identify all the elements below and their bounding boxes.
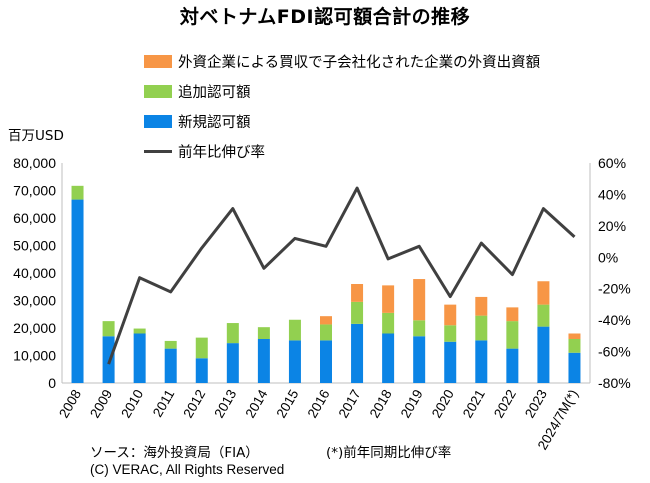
bar-segment-acquisition (506, 307, 519, 322)
copyright-note: (C) VERAC, All Rights Reserved (90, 462, 285, 477)
bar-segment-additional (351, 301, 364, 324)
right-axis-tick-label: -80% (598, 375, 631, 391)
bar-segment-new (413, 336, 426, 383)
left-axis-tick-label: 30,000 (13, 293, 56, 309)
x-axis-tick-label: 2015 (274, 387, 302, 421)
right-axis-tick-label: 20% (598, 218, 626, 234)
bar-segment-new (195, 358, 208, 383)
x-axis-tick-label: 2009 (87, 387, 115, 421)
bar-segment-additional (320, 324, 332, 341)
legend-item-additional: 追加認可額 (144, 76, 540, 106)
bar-segment-acquisition (475, 296, 488, 316)
legend-item-acquisition: 外資企業による買収で子会社化された企業の外資出資額 (144, 46, 540, 76)
legend-line-growth (144, 149, 172, 153)
x-axis-tick-label: 2018 (367, 387, 395, 421)
bar-segment-acquisition (351, 284, 364, 302)
legend-swatch-new (144, 114, 172, 128)
left-axis-tick-label: 10,000 (13, 348, 56, 364)
bar-segment-new (506, 348, 519, 383)
bar-segment-new (257, 339, 270, 383)
right-axis-tick-label: 60% (598, 155, 626, 171)
x-axis-tick-label: 2016 (305, 387, 333, 421)
left-axis-tick-label: 0 (48, 375, 56, 391)
x-axis-tick-label: 2011 (150, 387, 178, 420)
x-axis-tick-label: 2023 (522, 387, 550, 421)
bar-segment-new (568, 352, 581, 383)
bar-segment-additional (382, 312, 395, 334)
legend-label-acquisition: 外資企業による買収で子会社化された企業の外資出資額 (178, 54, 541, 71)
legend-label-growth: 前年比伸び率 (178, 144, 265, 161)
bar-segment-new (382, 333, 395, 383)
legend-swatch-acquisition (144, 54, 172, 68)
legend-label-new: 新規認可額 (178, 114, 251, 131)
bar-segment-new (164, 348, 177, 383)
left-axis-tick-label: 20,000 (13, 320, 56, 336)
x-axis-tick-label: 2022 (491, 387, 519, 421)
left-axis-unit-label: 百万USD (8, 128, 64, 144)
bar-segment-additional (195, 337, 208, 359)
legend-item-growth: 前年比伸び率 (144, 136, 540, 166)
bar-segment-new (71, 199, 84, 383)
left-axis-tick-label: 40,000 (13, 265, 56, 281)
bar-segment-additional (506, 321, 519, 349)
x-axis-tick-label: 2021 (460, 387, 488, 421)
bar-segment-additional (164, 340, 177, 349)
bar-segment-additional (568, 339, 581, 353)
bar-segment-new (226, 343, 239, 383)
bar-segment-acquisition (413, 279, 426, 321)
bar-segment-new (320, 340, 332, 383)
x-axis-tick-label: 2014 (242, 387, 270, 421)
bar-segment-new (288, 340, 301, 383)
left-axis-tick-label: 50,000 (13, 238, 56, 254)
legend-item-new: 新規認可額 (144, 106, 540, 136)
source-note: ソース：海外投資局（FIA） (90, 445, 259, 461)
right-axis-tick-label: 40% (598, 186, 626, 202)
legend-label-additional: 追加認可額 (178, 84, 251, 101)
x-axis-tick-label: 2010 (118, 387, 146, 421)
bar-segment-additional (537, 304, 550, 327)
bar-segment-new (444, 341, 457, 383)
bar-segment-additional (133, 328, 146, 334)
x-axis-tick-label: 2017 (336, 387, 364, 421)
right-axis-tick-label: 0% (598, 249, 618, 265)
bar-segment-acquisition (320, 316, 332, 325)
bar-segment-new (102, 336, 115, 383)
legend-swatch-additional (144, 84, 172, 98)
bar-segment-additional (475, 315, 488, 341)
chart-title: 対ベトナムFDI認可額合計の推移 (179, 6, 471, 28)
bar-segment-acquisition (444, 304, 457, 326)
bar-segment-additional (257, 327, 270, 339)
bar-segment-new (475, 340, 488, 383)
x-axis-tick-label: 2013 (211, 387, 239, 421)
footnote: (*)前年同期比伸び率 (326, 445, 452, 461)
right-axis-tick-label: -20% (598, 281, 631, 297)
bar-segment-acquisition (568, 333, 581, 339)
bar-segment-additional (226, 323, 239, 344)
bar-segment-additional (288, 319, 301, 341)
growth-rate-line (107, 186, 576, 365)
x-axis-tick-label: 2019 (398, 387, 426, 421)
bar-segment-acquisition (537, 281, 550, 305)
right-axis-tick-label: -60% (598, 344, 631, 360)
right-axis-tick-label: -40% (598, 312, 631, 328)
bar-segment-additional (102, 321, 115, 337)
bar-segment-new (351, 323, 364, 383)
bar-segment-new (133, 333, 146, 383)
bar-segment-additional (444, 325, 457, 342)
bar-segment-acquisition (382, 285, 395, 313)
x-axis-tick-label: 2012 (180, 387, 208, 421)
x-axis-tick-label: 2008 (56, 387, 84, 421)
bar-segment-new (537, 326, 550, 383)
bar-segment-additional (413, 320, 426, 337)
chart-legend: 外資企業による買収で子会社化された企業の外資出資額 追加認可額 新規認可額 前年… (144, 46, 540, 166)
bar-segment-additional (71, 185, 84, 200)
x-axis-tick-label: 2020 (429, 387, 457, 421)
left-axis-tick-label: 60,000 (13, 210, 56, 226)
left-axis-tick-label: 70,000 (13, 183, 56, 199)
left-axis-tick-label: 80,000 (13, 155, 56, 171)
